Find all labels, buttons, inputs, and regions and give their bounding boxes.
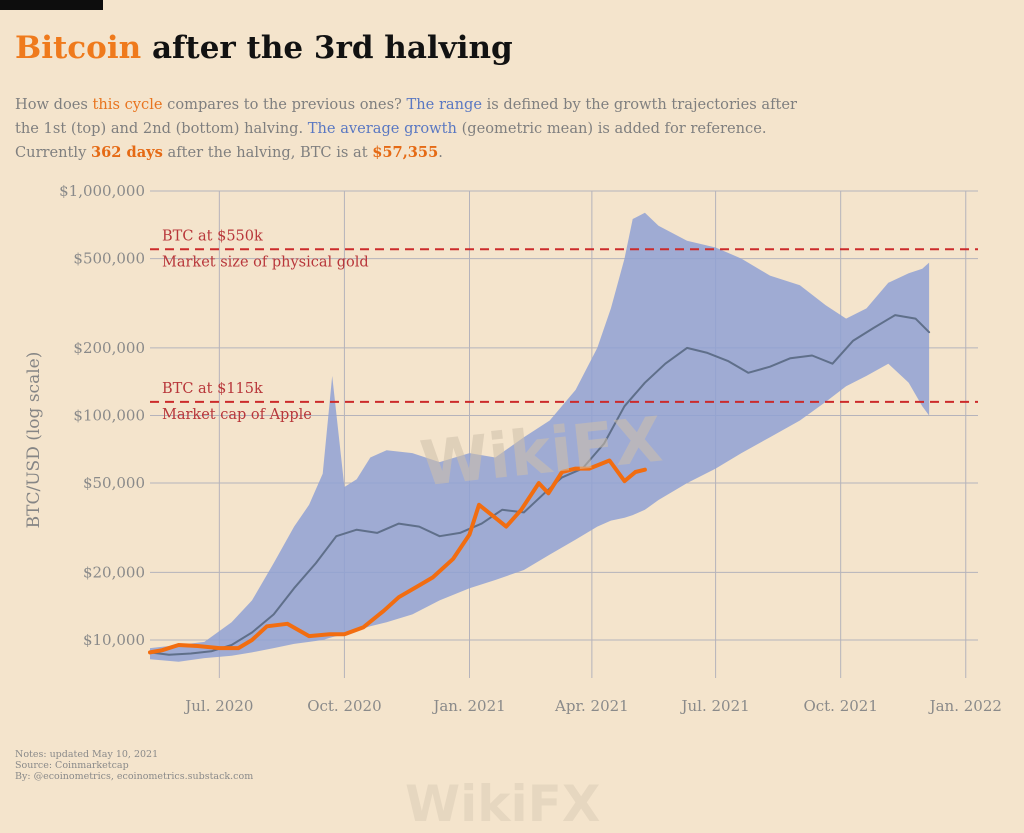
reference-sublabel: Market cap of Apple xyxy=(162,407,312,423)
reference-label: BTC at $550k xyxy=(162,228,263,244)
top-bar xyxy=(0,0,103,10)
subtitle-text: compares to the previous ones? xyxy=(162,96,407,113)
range-band-layer xyxy=(150,212,930,662)
chart-subtitle: How does this cycle compares to the prev… xyxy=(15,93,805,165)
y-tick-label: $100,000 xyxy=(73,406,145,424)
notes: Notes: updated May 10, 2021 Source: Coin… xyxy=(15,749,253,782)
subtitle-text: after the halving, BTC is at xyxy=(162,144,373,161)
y-tick-label: $500,000 xyxy=(73,250,145,268)
subtitle-average-growth: The average growth xyxy=(307,120,457,137)
title-rest: after the 3rd halving xyxy=(141,30,513,66)
x-tick-label: Jan. 2022 xyxy=(928,697,1002,715)
series-layer xyxy=(148,314,931,656)
y-tick-label: $200,000 xyxy=(73,339,145,357)
x-tick-label: Jul. 2020 xyxy=(183,697,253,715)
subtitle-the-range: The range xyxy=(406,96,482,113)
reference-label: BTC at $115k xyxy=(162,381,263,397)
reference-lines: BTC at $550k Market size of physical gold… xyxy=(150,228,978,423)
subtitle-text: (geometric mean) is added for reference. xyxy=(456,120,767,137)
title-highlight: Bitcoin xyxy=(15,30,142,66)
subtitle-price: $57,355 xyxy=(372,144,439,161)
range-band xyxy=(150,212,930,662)
chart-title: Bitcoin after the 3rd halving xyxy=(15,30,513,66)
current-cycle-line xyxy=(148,458,647,655)
note-author: By: @ecoinometrics, ecoinometrics.substa… xyxy=(15,771,254,782)
note-source: Source: Coinmarketcap xyxy=(15,760,129,771)
reference-sublabel: Market size of physical gold xyxy=(162,254,369,270)
y-tick-label: $20,000 xyxy=(83,563,145,581)
chart-canvas: BTC at $550k Market size of physical gold… xyxy=(59,182,1002,715)
note-updated: Notes: updated May 10, 2021 xyxy=(15,749,159,760)
subtitle-text: is defined by the growth trajectories af… xyxy=(482,96,797,113)
x-tick-label: Oct. 2021 xyxy=(803,697,877,715)
watermark: WikiFX xyxy=(405,775,601,833)
subtitle-this-cycle: this cycle xyxy=(92,96,163,113)
subtitle-text: How does xyxy=(15,96,93,113)
average-growth-line xyxy=(149,314,931,656)
y-tick-label: $50,000 xyxy=(83,474,145,492)
x-tick-label: Apr. 2021 xyxy=(554,697,629,715)
x-tick-label: Jan. 2021 xyxy=(431,697,505,715)
subtitle-days: 362 days xyxy=(90,144,163,161)
subtitle-text: . xyxy=(438,144,443,161)
subtitle-text: Currently xyxy=(15,144,91,161)
y-tick-label: $1,000,000 xyxy=(59,182,145,200)
x-tick-label: Jul. 2021 xyxy=(680,697,750,715)
y-tick-label: $10,000 xyxy=(83,631,145,649)
x-tick-label: Oct. 2020 xyxy=(307,697,381,715)
subtitle-text: the 1st (top) and 2nd (bottom) halving. xyxy=(15,120,308,137)
axis-labels: $10,000 $20,000 $50,000 $100,000 $200,000 $50… xyxy=(59,182,1002,715)
